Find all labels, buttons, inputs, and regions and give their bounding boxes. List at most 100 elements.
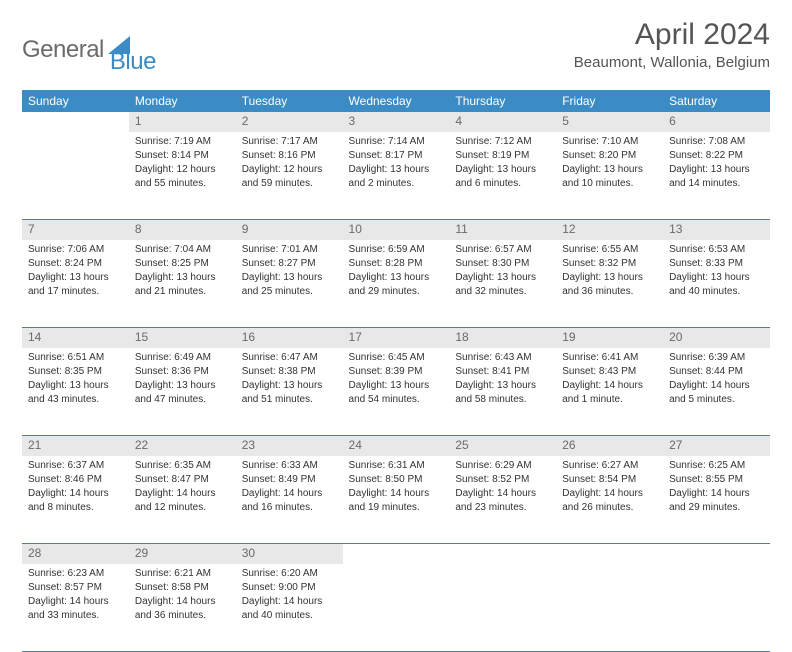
- daylight1-text: Daylight: 14 hours: [28, 487, 123, 500]
- sunrise-text: Sunrise: 6:21 AM: [135, 567, 230, 580]
- day-cell: Sunrise: 6:23 AMSunset: 8:57 PMDaylight:…: [22, 564, 129, 652]
- sunrise-text: Sunrise: 7:14 AM: [349, 135, 444, 148]
- sunset-text: Sunset: 8:27 PM: [242, 257, 337, 270]
- sunset-text: Sunset: 8:43 PM: [562, 365, 657, 378]
- day-number-cell: 24: [343, 436, 450, 456]
- day-number-cell: 18: [449, 328, 556, 348]
- sunrise-text: Sunrise: 6:20 AM: [242, 567, 337, 580]
- logo-text-1: General: [22, 36, 104, 64]
- daylight2-text: and 32 minutes.: [455, 285, 550, 298]
- daylight2-text: and 54 minutes.: [349, 393, 444, 406]
- day-content-row: Sunrise: 7:06 AMSunset: 8:24 PMDaylight:…: [22, 240, 770, 328]
- sunrise-text: Sunrise: 6:53 AM: [669, 243, 764, 256]
- day-number-row: 123456: [22, 112, 770, 132]
- sunrise-text: Sunrise: 7:04 AM: [135, 243, 230, 256]
- month-title: April 2024: [574, 18, 770, 52]
- day-cell: Sunrise: 7:04 AMSunset: 8:25 PMDaylight:…: [129, 240, 236, 328]
- daylight1-text: Daylight: 12 hours: [135, 163, 230, 176]
- day-cell: [556, 564, 663, 652]
- daylight1-text: Daylight: 13 hours: [28, 379, 123, 392]
- sunset-text: Sunset: 8:14 PM: [135, 149, 230, 162]
- daylight1-text: Daylight: 14 hours: [349, 487, 444, 500]
- daylight1-text: Daylight: 13 hours: [28, 271, 123, 284]
- daylight1-text: Daylight: 13 hours: [349, 271, 444, 284]
- sunset-text: Sunset: 8:24 PM: [28, 257, 123, 270]
- day-number-cell: 15: [129, 328, 236, 348]
- day-number-cell: 28: [22, 544, 129, 564]
- day-cell: [22, 132, 129, 220]
- sunset-text: Sunset: 8:44 PM: [669, 365, 764, 378]
- day-cell: Sunrise: 6:31 AMSunset: 8:50 PMDaylight:…: [343, 456, 450, 544]
- weekday-header: Monday: [129, 90, 236, 112]
- daylight1-text: Daylight: 13 hours: [349, 379, 444, 392]
- day-number-cell: 17: [343, 328, 450, 348]
- daylight1-text: Daylight: 13 hours: [349, 163, 444, 176]
- daylight1-text: Daylight: 14 hours: [562, 487, 657, 500]
- sunrise-text: Sunrise: 7:06 AM: [28, 243, 123, 256]
- daylight1-text: Daylight: 13 hours: [242, 271, 337, 284]
- sunrise-text: Sunrise: 6:43 AM: [455, 351, 550, 364]
- sunset-text: Sunset: 8:33 PM: [669, 257, 764, 270]
- day-cell: Sunrise: 6:57 AMSunset: 8:30 PMDaylight:…: [449, 240, 556, 328]
- sunset-text: Sunset: 8:19 PM: [455, 149, 550, 162]
- day-number-cell: 7: [22, 220, 129, 240]
- day-number-row: 282930: [22, 544, 770, 564]
- day-cell: Sunrise: 6:39 AMSunset: 8:44 PMDaylight:…: [663, 348, 770, 436]
- daylight2-text: and 25 minutes.: [242, 285, 337, 298]
- day-number-row: 78910111213: [22, 220, 770, 240]
- sunset-text: Sunset: 8:16 PM: [242, 149, 337, 162]
- sunrise-text: Sunrise: 7:19 AM: [135, 135, 230, 148]
- daylight1-text: Daylight: 14 hours: [669, 487, 764, 500]
- day-cell: Sunrise: 6:47 AMSunset: 8:38 PMDaylight:…: [236, 348, 343, 436]
- daylight2-text: and 26 minutes.: [562, 501, 657, 514]
- sunrise-text: Sunrise: 6:23 AM: [28, 567, 123, 580]
- daylight1-text: Daylight: 14 hours: [562, 379, 657, 392]
- daylight1-text: Daylight: 14 hours: [669, 379, 764, 392]
- daylight2-text: and 51 minutes.: [242, 393, 337, 406]
- day-cell: Sunrise: 6:45 AMSunset: 8:39 PMDaylight:…: [343, 348, 450, 436]
- daylight2-text: and 29 minutes.: [669, 501, 764, 514]
- day-cell: Sunrise: 7:08 AMSunset: 8:22 PMDaylight:…: [663, 132, 770, 220]
- daylight2-text: and 40 minutes.: [669, 285, 764, 298]
- day-number-cell: [449, 544, 556, 564]
- sunset-text: Sunset: 8:57 PM: [28, 581, 123, 594]
- weekday-header: Saturday: [663, 90, 770, 112]
- sunset-text: Sunset: 8:30 PM: [455, 257, 550, 270]
- day-number-cell: 3: [343, 112, 450, 132]
- day-cell: [663, 564, 770, 652]
- logo: General Blue: [22, 24, 156, 76]
- sunset-text: Sunset: 8:41 PM: [455, 365, 550, 378]
- sunrise-text: Sunrise: 6:35 AM: [135, 459, 230, 472]
- location-text: Beaumont, Wallonia, Belgium: [574, 54, 770, 71]
- daylight2-text: and 55 minutes.: [135, 177, 230, 190]
- daylight1-text: Daylight: 13 hours: [562, 163, 657, 176]
- daylight2-text: and 2 minutes.: [349, 177, 444, 190]
- day-number-cell: 27: [663, 436, 770, 456]
- day-cell: Sunrise: 6:51 AMSunset: 8:35 PMDaylight:…: [22, 348, 129, 436]
- sunrise-text: Sunrise: 7:10 AM: [562, 135, 657, 148]
- daylight1-text: Daylight: 14 hours: [135, 595, 230, 608]
- sunset-text: Sunset: 8:25 PM: [135, 257, 230, 270]
- day-content-row: Sunrise: 6:23 AMSunset: 8:57 PM Daylight:…: [22, 564, 770, 652]
- day-number-row: 14151617181920: [22, 328, 770, 348]
- daylight1-text: Daylight: 13 hours: [455, 163, 550, 176]
- day-number-cell: 9: [236, 220, 343, 240]
- day-number-cell: 16: [236, 328, 343, 348]
- sunrise-text: Sunrise: 6:29 AM: [455, 459, 550, 472]
- sunrise-text: Sunrise: 6:37 AM: [28, 459, 123, 472]
- day-cell: Sunrise: 6:41 AMSunset: 8:43 PMDaylight:…: [556, 348, 663, 436]
- sunset-text: Sunset: 8:39 PM: [349, 365, 444, 378]
- daylight1-text: Daylight: 13 hours: [669, 271, 764, 284]
- daylight1-text: Daylight: 14 hours: [242, 487, 337, 500]
- sunrise-text: Sunrise: 6:51 AM: [28, 351, 123, 364]
- sunset-text: Sunset: 8:32 PM: [562, 257, 657, 270]
- sunset-text: Sunset: 8:55 PM: [669, 473, 764, 486]
- day-number-cell: 21: [22, 436, 129, 456]
- day-number-cell: 12: [556, 220, 663, 240]
- day-cell: Sunrise: 6:49 AMSunset: 8:36 PMDaylight:…: [129, 348, 236, 436]
- daylight2-text: and 1 minute.: [562, 393, 657, 406]
- sunrise-text: Sunrise: 7:01 AM: [242, 243, 337, 256]
- weekday-header: Wednesday: [343, 90, 450, 112]
- daylight2-text: and 43 minutes.: [28, 393, 123, 406]
- sunset-text: Sunset: 8:20 PM: [562, 149, 657, 162]
